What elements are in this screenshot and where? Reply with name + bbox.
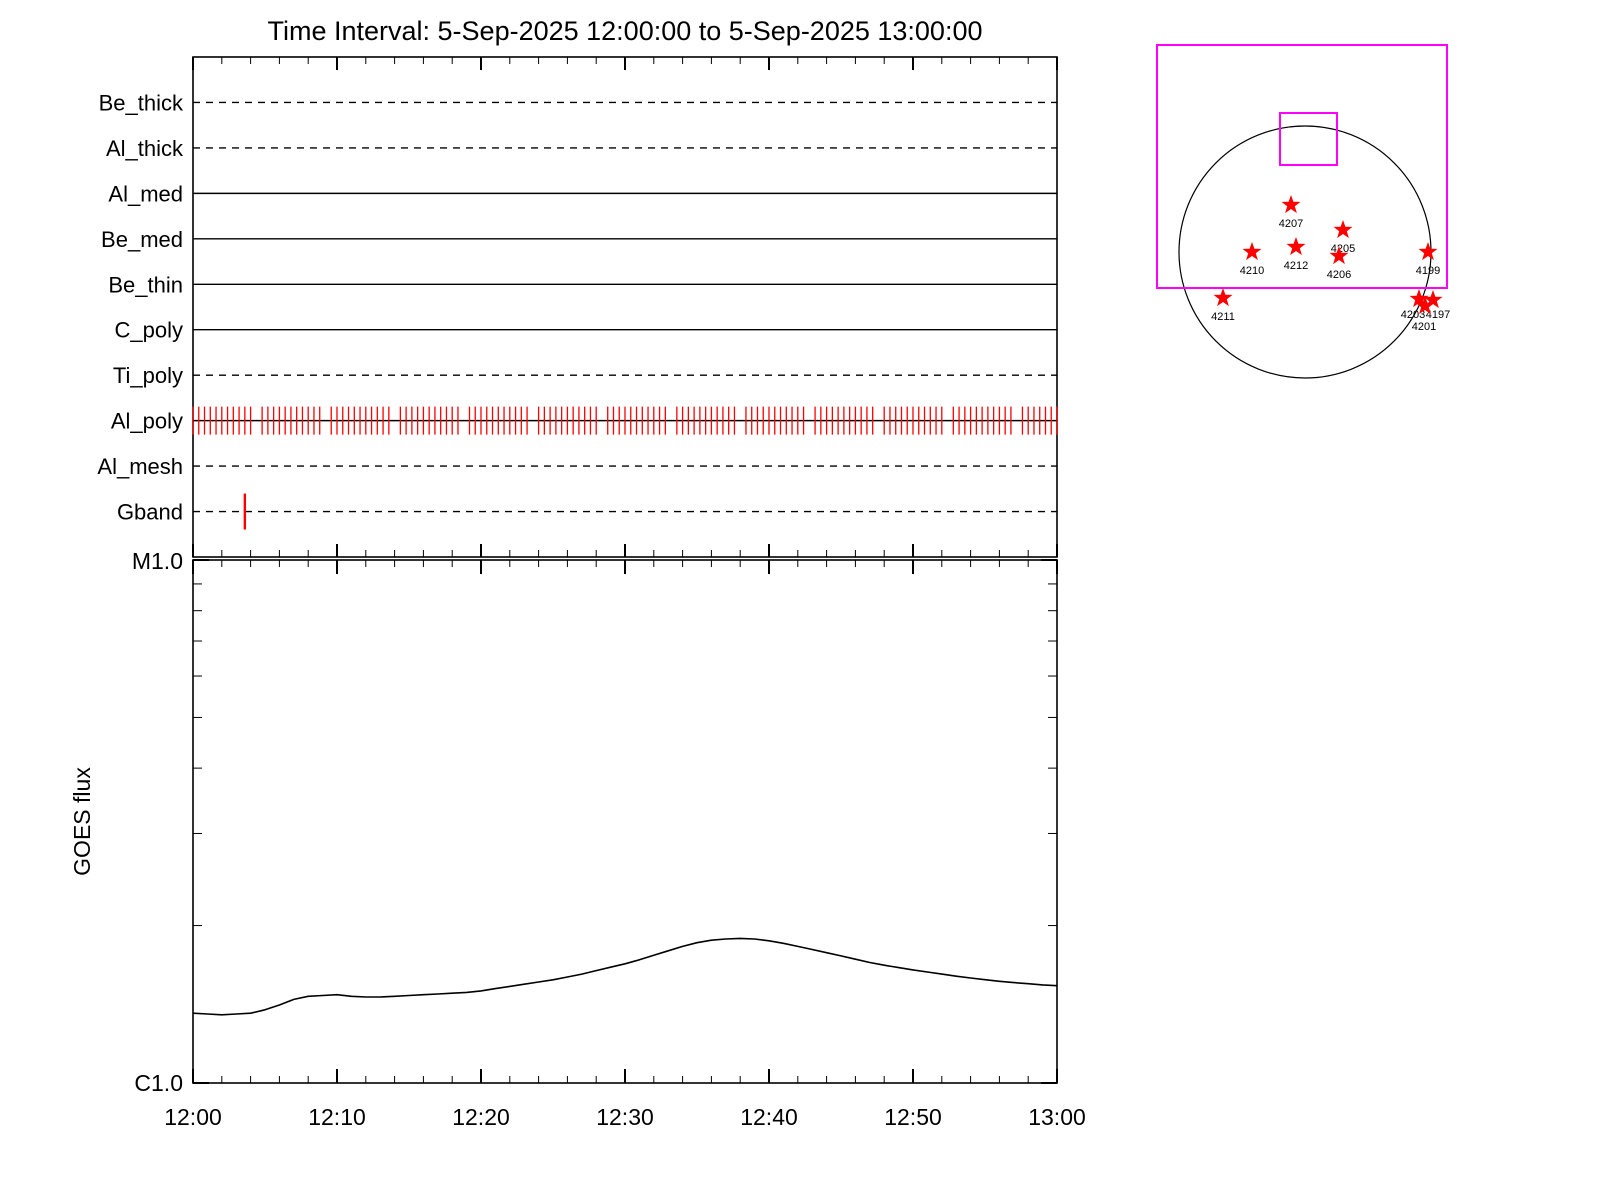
plot-title: Time Interval: 5-Sep-2025 12:00:00 to 5-… <box>268 16 983 46</box>
fov-box <box>1279 112 1338 166</box>
filter-row-label: Al_thick <box>106 136 184 161</box>
active-region-label: 4201 <box>1412 321 1436 333</box>
active-region-label: 4210 <box>1240 265 1264 277</box>
solar-limb-circle <box>1178 125 1432 379</box>
active-region-label: 4203 <box>1401 309 1425 321</box>
active-region-label: 4206 <box>1327 269 1351 281</box>
goes-ylabel: GOES flux <box>69 767 95 876</box>
active-region-star <box>1281 195 1301 214</box>
goes-flux-curve <box>192 937 1058 1016</box>
filter-row-label: Ti_poly <box>113 363 183 388</box>
filter-row-label: Be_thin <box>108 272 183 297</box>
x-tick-label: 12:20 <box>452 1104 510 1130</box>
y-tick-label-top: M1.0 <box>132 548 183 574</box>
goes-flux-panel: M1.0 C1.0 12:00 12:10 12:20 12:30 12:40 12:50 13… <box>69 548 1086 1130</box>
active-region-label: 4211 <box>1211 311 1235 323</box>
active-region-label: 4199 <box>1416 265 1440 277</box>
x-tick-label: 12:50 <box>884 1104 942 1130</box>
filter-row-label: C_poly <box>115 318 183 343</box>
filter-row-label: Be_thick <box>99 90 184 115</box>
active-region-star <box>1242 242 1262 261</box>
goes-frame <box>192 559 1058 1084</box>
active-region-star <box>1415 296 1435 315</box>
filter-timeline-panel: Be_thick Al_thick Al_med Be_med Be_thin C_pol… <box>97 56 1058 558</box>
active-region-star <box>1329 246 1349 265</box>
active-region-label: 4207 <box>1279 218 1303 230</box>
x-tick-label: 12:30 <box>596 1104 654 1130</box>
x-tick-label: 12:00 <box>164 1104 222 1130</box>
filter-row-label: Al_poly <box>111 409 183 434</box>
timeline-frame <box>192 56 1058 558</box>
filter-row-label: Gband <box>117 500 183 525</box>
filter-row-label: Al_med <box>108 181 183 206</box>
filter-row-label: Be_med <box>101 227 183 252</box>
x-tick-label: 13:00 <box>1028 1104 1086 1130</box>
active-region-star <box>1333 220 1353 239</box>
active-region-star <box>1423 290 1443 309</box>
active-region-star <box>1409 289 1429 308</box>
active-region-label: 4205 <box>1331 243 1355 255</box>
y-tick-label-bottom: C1.0 <box>134 1070 183 1096</box>
active-region-star <box>1213 288 1233 307</box>
active-region-star <box>1286 237 1306 256</box>
plot-graphics: Be_thick Al_thick Al_med Be_med Be_thin C_pol… <box>69 44 1450 1130</box>
fov-box <box>1156 44 1448 289</box>
x-tick-label: 12:10 <box>308 1104 366 1130</box>
x-tick-label: 12:40 <box>740 1104 798 1130</box>
active-region-label: 4197 <box>1426 309 1450 321</box>
active-region-star <box>1418 242 1438 261</box>
filter-row-label: Al_mesh <box>97 454 183 479</box>
active-region-label: 4212 <box>1284 260 1308 272</box>
